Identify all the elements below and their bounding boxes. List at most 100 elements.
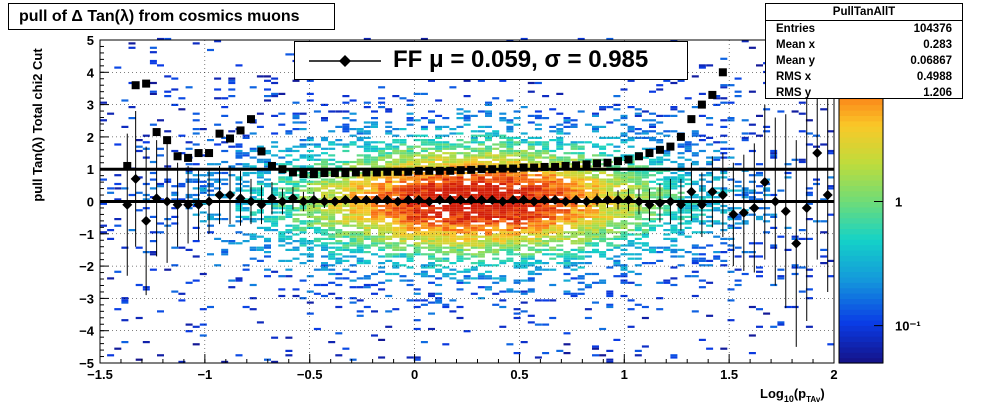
heatmap-cell xyxy=(520,180,528,183)
heatmap-cell xyxy=(235,277,243,280)
heatmap-cell xyxy=(727,224,735,227)
heatmap-cell xyxy=(335,259,343,262)
heatmap-cell xyxy=(584,224,592,227)
heatmap-cell xyxy=(656,158,664,161)
heatmap-cell xyxy=(449,156,457,159)
heatmap-cell xyxy=(506,246,514,249)
sigma-point xyxy=(205,149,214,158)
heatmap-cell xyxy=(392,235,400,238)
heatmap-cell xyxy=(285,248,293,251)
heatmap-cell xyxy=(114,174,122,177)
heatmap-cell xyxy=(798,130,806,133)
heatmap-cell xyxy=(542,171,550,175)
heatmap-cell xyxy=(435,187,443,190)
heatmap-cell xyxy=(221,218,229,221)
heatmap-cell xyxy=(649,119,656,122)
heatmap-cell xyxy=(527,202,535,205)
heatmap-cell xyxy=(385,180,393,183)
heatmap-cell xyxy=(691,182,699,186)
heatmap-cell xyxy=(656,141,664,144)
heatmap-cell xyxy=(135,139,143,142)
heatmap-cell xyxy=(506,248,514,251)
heatmap-cell xyxy=(385,110,393,113)
heatmap-cell xyxy=(592,237,599,240)
heatmap-cell xyxy=(613,275,621,278)
heatmap-cell xyxy=(378,233,386,236)
heatmap-cell xyxy=(442,220,450,223)
heatmap-cell xyxy=(399,213,407,216)
heatmap-cell xyxy=(335,222,343,225)
heatmap-cell xyxy=(477,244,485,247)
heatmap-cell xyxy=(477,149,485,153)
heatmap-cell xyxy=(442,176,450,179)
heatmap-cell xyxy=(228,165,236,168)
heatmap-cell xyxy=(770,215,778,218)
heatmap-cell xyxy=(321,147,328,150)
heatmap-cell xyxy=(677,156,685,159)
heatmap-cell xyxy=(499,180,507,183)
heatmap-cell xyxy=(192,163,200,166)
heatmap-cell xyxy=(720,242,728,245)
heatmap-cell xyxy=(399,198,407,201)
heatmap-cell xyxy=(663,158,671,161)
heatmap-cell xyxy=(378,246,386,249)
heatmap-cell xyxy=(649,187,656,190)
heatmap-cell xyxy=(442,224,450,227)
heatmap-cell xyxy=(285,259,293,262)
heatmap-cell xyxy=(649,191,656,194)
heatmap-cell xyxy=(620,117,628,120)
mean-point xyxy=(749,202,760,213)
heatmap-cell xyxy=(392,176,400,179)
heatmap-cell xyxy=(499,246,507,249)
heatmap-cell xyxy=(542,191,550,194)
heatmap-cell xyxy=(413,358,421,361)
heatmap-cell xyxy=(292,158,300,161)
heatmap-cell xyxy=(542,180,550,183)
heatmap-cell xyxy=(399,193,407,197)
heatmap-cell xyxy=(520,187,528,190)
heatmap-cell xyxy=(413,207,421,210)
heatmap-cell xyxy=(399,226,407,229)
heatmap-cell xyxy=(734,180,742,183)
heatmap-cell xyxy=(698,338,706,341)
heatmap-cell xyxy=(420,235,428,238)
heatmap-cell xyxy=(428,257,435,260)
heatmap-cell xyxy=(435,268,443,271)
heatmap-cell xyxy=(271,215,279,218)
heatmap-cell xyxy=(449,191,457,194)
heatmap-cell xyxy=(663,149,671,153)
heatmap-cell xyxy=(313,143,321,146)
heatmap-cell xyxy=(527,226,535,229)
heatmap-cell xyxy=(313,154,321,157)
heatmap-cell xyxy=(527,248,535,251)
heatmap-cell xyxy=(584,176,592,179)
heatmap-cell xyxy=(299,242,307,245)
heatmap-cell xyxy=(734,90,742,93)
heatmap-cell xyxy=(620,139,628,142)
heatmap-cell xyxy=(684,97,692,100)
heatmap-cell xyxy=(513,143,521,146)
heatmap-cell xyxy=(506,125,514,128)
heatmap-cell xyxy=(670,81,678,85)
heatmap-cell xyxy=(435,259,443,262)
heatmap-cell xyxy=(698,189,706,192)
heatmap-cell xyxy=(649,220,656,223)
sigma-point xyxy=(582,160,591,169)
heatmap-cell xyxy=(570,220,578,223)
heatmap-cell xyxy=(392,134,400,137)
heatmap-cell xyxy=(428,141,435,144)
heatmap-cell xyxy=(592,143,599,146)
sigma-point xyxy=(246,115,255,124)
heatmap-cell xyxy=(649,196,656,199)
sigma-point xyxy=(645,149,654,158)
heatmap-cell xyxy=(420,189,428,192)
heatmap-cell xyxy=(363,277,371,280)
x-tick-label: −0.5 xyxy=(297,367,323,382)
heatmap-cell xyxy=(470,193,478,197)
heatmap-cell xyxy=(349,187,357,190)
heatmap-cell xyxy=(599,163,607,166)
heatmap-cell xyxy=(406,178,414,181)
heatmap-cell xyxy=(335,257,343,260)
heatmap-cell xyxy=(442,160,450,164)
heatmap-cell xyxy=(463,191,471,194)
